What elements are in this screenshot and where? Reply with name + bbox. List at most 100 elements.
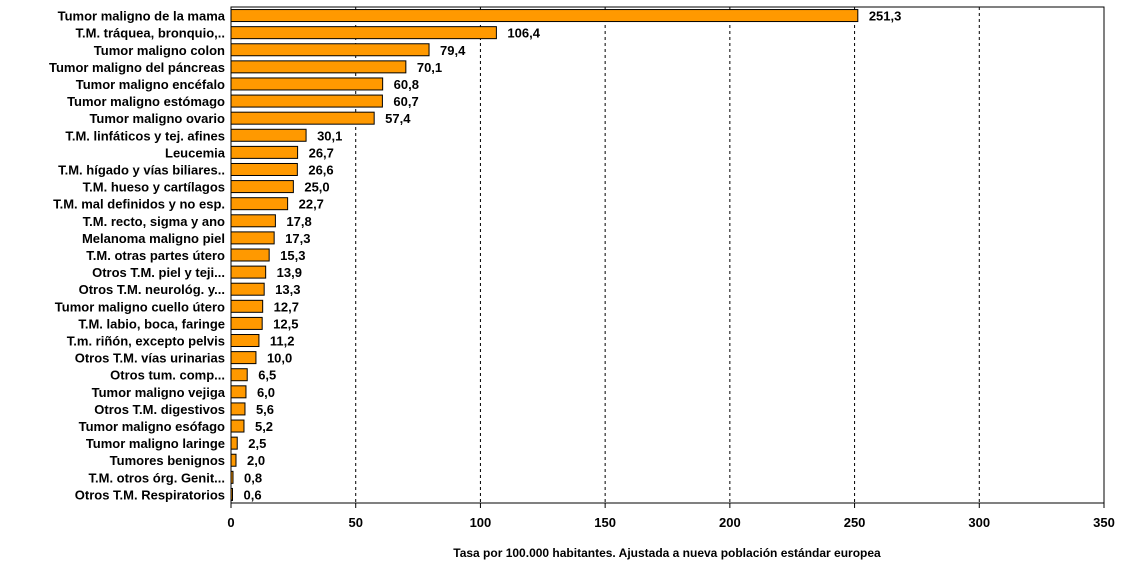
bar — [230, 128, 307, 142]
bar — [230, 299, 264, 313]
bar — [230, 94, 383, 108]
bar — [230, 180, 294, 194]
value-label: 11,2 — [270, 334, 295, 349]
category-label: Otros T.M. piel y teji... — [92, 265, 225, 280]
bar — [230, 197, 289, 211]
x-tick-label: 200 — [719, 515, 741, 530]
category-label: Tumor maligno encéfalo — [76, 77, 225, 92]
bar — [230, 214, 276, 228]
value-label: 6,5 — [258, 368, 276, 383]
category-label: Tumor maligno de la mama — [58, 9, 226, 24]
category-label: Tumores benignos — [110, 453, 225, 468]
value-label: 60,8 — [394, 77, 419, 92]
category-label: T.M. hígado y vías biliares.. — [58, 162, 225, 177]
value-label: 22,7 — [299, 197, 324, 212]
bar — [230, 316, 263, 330]
gridlines — [355, 7, 980, 503]
value-label: 2,0 — [247, 453, 265, 468]
category-label: T.M. hueso y cartílagos — [83, 180, 225, 195]
category-label: T.M. labio, boca, faringe — [78, 316, 225, 331]
bar — [230, 9, 859, 23]
bar — [230, 470, 234, 484]
category-label: Tumor maligno vejiga — [92, 385, 226, 400]
bar — [230, 77, 384, 91]
x-tick-label: 0 — [227, 515, 234, 530]
value-label: 0,8 — [244, 470, 262, 485]
x-tick-label: 350 — [1093, 515, 1115, 530]
bars — [230, 9, 859, 501]
bar — [230, 436, 238, 450]
value-label: 79,4 — [440, 43, 466, 58]
value-label: 13,3 — [275, 282, 300, 297]
category-label: T.M. otras partes útero — [86, 248, 225, 263]
x-tick-label: 100 — [470, 515, 492, 530]
value-label: 10,0 — [267, 351, 292, 366]
x-axis-ticks: 0 50 100 150 200 250 300 350 — [227, 503, 1115, 530]
category-label: Tumor maligno laringe — [86, 436, 225, 451]
value-label: 70,1 — [417, 60, 442, 75]
category-label: Tumor maligno colon — [94, 43, 225, 58]
category-label: T.m. riñón, excepto pelvis — [67, 334, 225, 349]
value-label: 26,6 — [308, 162, 333, 177]
category-label: Otros T.M. neurológ. y... — [79, 282, 225, 297]
category-label: Tumor maligno estómago — [67, 94, 225, 109]
category-label: Otros T.M. vías urinarias — [75, 351, 225, 366]
bar — [230, 487, 233, 501]
value-label: 12,5 — [273, 316, 298, 331]
bar — [230, 351, 257, 365]
value-label: 106,4 — [507, 26, 540, 41]
value-label: 25,0 — [304, 180, 329, 195]
value-label: 12,7 — [274, 299, 299, 314]
bar — [230, 248, 270, 262]
category-label: T.M. tráquea, bronquio,.. — [76, 26, 226, 41]
bar — [230, 26, 497, 40]
bar — [230, 282, 265, 296]
x-tick-label: 300 — [968, 515, 990, 530]
bar — [230, 162, 298, 176]
value-label: 5,2 — [255, 419, 273, 434]
value-label: 57,4 — [385, 111, 411, 126]
category-label: Leucemia — [165, 145, 226, 160]
x-axis-label: Tasa por 100.000 habitantes. Ajustada a … — [453, 546, 881, 560]
bar — [230, 231, 275, 245]
bar — [230, 60, 407, 74]
bar — [230, 453, 237, 467]
bar — [230, 111, 375, 125]
value-labels: 251,3 106,4 79,4 70,1 60,8 60,7 57,4 30,1 26,7 26… — [243, 9, 901, 503]
category-label: Tumor maligno ovario — [89, 111, 225, 126]
value-label: 251,3 — [869, 9, 902, 24]
category-labels: Tumor maligno de la mama T.M. tráquea, br… — [49, 9, 226, 503]
value-label: 60,7 — [393, 94, 418, 109]
bar — [230, 334, 260, 348]
value-label: 17,3 — [285, 231, 310, 246]
bar — [230, 145, 299, 159]
value-label: 13,9 — [277, 265, 302, 280]
category-label: T.M. otros órg. Genit... — [89, 470, 226, 485]
value-label: 15,3 — [280, 248, 305, 263]
x-tick-label: 50 — [348, 515, 362, 530]
value-label: 5,6 — [256, 402, 274, 417]
x-tick-label: 250 — [844, 515, 866, 530]
value-label: 2,5 — [248, 436, 266, 451]
value-label: 6,0 — [257, 385, 275, 400]
category-label: T.M. recto, sigma y ano — [83, 214, 225, 229]
bar — [230, 43, 430, 57]
value-label: 30,1 — [317, 128, 342, 143]
bar — [230, 385, 247, 399]
category-label: Otros tum. comp... — [110, 368, 225, 383]
value-label: 26,7 — [309, 145, 334, 160]
category-label: T.M. linfáticos y tej. afines — [65, 128, 225, 143]
bar — [230, 368, 248, 382]
category-label: T.M. mal definidos y no esp. — [53, 197, 225, 212]
category-label: Tumor maligno cuello útero — [55, 299, 225, 314]
category-label: Otros T.M. digestivos — [94, 402, 225, 417]
value-label: 17,8 — [286, 214, 311, 229]
value-label: 0,6 — [243, 487, 261, 502]
category-label: Tumor maligno del páncreas — [49, 60, 225, 75]
bar — [230, 419, 245, 433]
bar — [230, 402, 246, 416]
bar — [230, 265, 267, 279]
category-label: Melanoma maligno piel — [82, 231, 225, 246]
category-label: Tumor maligno esófago — [79, 419, 225, 434]
